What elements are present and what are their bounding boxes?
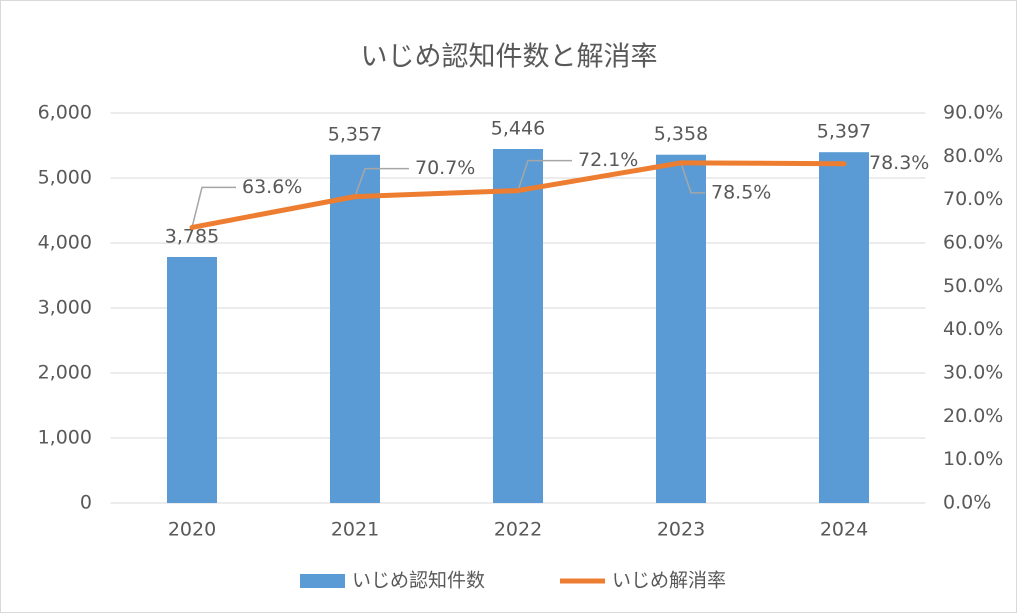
y2-tick-label: 60.0% xyxy=(943,232,1003,254)
line-value-label: 78.5% xyxy=(711,181,771,203)
y2-tick-label: 50.0% xyxy=(943,275,1003,297)
line-value-label: 63.6% xyxy=(242,176,302,198)
y-tick-label: 1,000 xyxy=(38,427,92,449)
y2-tick-label: 10.0% xyxy=(943,448,1003,470)
bar-value-label: 5,357 xyxy=(328,123,382,145)
leader-line xyxy=(680,162,705,194)
leader-line xyxy=(191,186,236,228)
bar xyxy=(819,152,869,503)
bar-value-label: 5,397 xyxy=(817,121,871,143)
x-tick-label: 2021 xyxy=(331,519,379,541)
legend-label: いじめ解消率 xyxy=(612,570,726,592)
y2-tick-label: 80.0% xyxy=(943,145,1003,167)
y2-tick-label: 40.0% xyxy=(943,318,1003,340)
bar xyxy=(330,154,380,504)
line xyxy=(189,160,847,230)
legend-label: いじめ認知件数 xyxy=(352,570,485,592)
bar xyxy=(493,149,543,503)
x-tick-label: 2024 xyxy=(820,519,868,541)
x-tick-label: 2020 xyxy=(168,519,216,541)
bar-value-label: 5,358 xyxy=(654,123,708,145)
leader-line xyxy=(354,167,409,197)
legend-swatch xyxy=(300,574,345,588)
y-tick-label: 2,000 xyxy=(38,362,92,384)
bar xyxy=(656,154,706,504)
line-value-label: 72.1% xyxy=(578,149,638,171)
y-tick-label: 4,000 xyxy=(38,232,92,254)
y2-tick-label: 20.0% xyxy=(943,405,1003,427)
chart-title: いじめ認知件数と解消率 xyxy=(361,42,658,73)
leader-line xyxy=(517,159,572,191)
x-tick-label: 2023 xyxy=(657,519,705,541)
x-tick-label: 2022 xyxy=(494,519,542,541)
line-value-label: 78.3% xyxy=(869,152,929,174)
bar-value-label: 5,446 xyxy=(491,118,545,140)
y-tick-label: 5,000 xyxy=(38,167,92,189)
bar-value-label: 3,785 xyxy=(165,225,219,247)
line-value-label: 70.7% xyxy=(415,157,475,179)
y2-tick-label: 70.0% xyxy=(943,188,1003,210)
y-tick-label: 0 xyxy=(80,492,92,514)
y-tick-label: 6,000 xyxy=(38,102,92,124)
y2-tick-label: 90.0% xyxy=(943,102,1003,124)
y-tick-label: 3,000 xyxy=(38,297,92,319)
y2-tick-label: 0.0% xyxy=(943,492,991,514)
y2-tick-label: 30.0% xyxy=(943,362,1003,384)
bar xyxy=(167,256,217,503)
